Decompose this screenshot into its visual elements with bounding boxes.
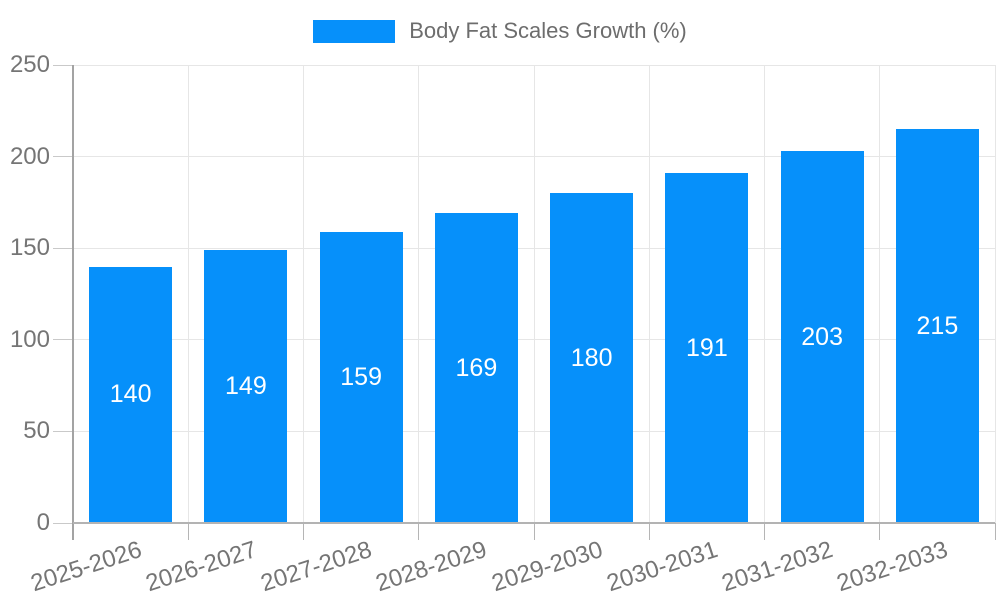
y-axis-tick — [53, 339, 73, 341]
y-axis-tick-label: 150 — [9, 234, 50, 262]
x-gridline — [994, 65, 996, 523]
x-axis-tick — [303, 523, 304, 540]
bar[interactable]: 169 — [434, 213, 518, 523]
x-gridline — [533, 65, 535, 523]
bar-value-label: 215 — [916, 311, 959, 340]
bar[interactable]: 203 — [780, 151, 864, 523]
y-axis-tick-label: 100 — [9, 325, 50, 353]
x-axis-line — [73, 522, 995, 524]
y-axis-tick-label: 50 — [23, 417, 50, 445]
bar[interactable]: 159 — [319, 231, 403, 523]
y-axis-tick — [53, 156, 73, 158]
bar-value-label: 169 — [455, 353, 498, 382]
x-axis-tick — [418, 523, 420, 540]
bar-value-label: 191 — [686, 333, 728, 362]
y-axis-tick-label: 200 — [9, 142, 50, 170]
y-axis-tick — [53, 64, 73, 66]
x-gridline — [187, 65, 189, 523]
bar[interactable]: 191 — [665, 173, 749, 523]
x-axis-tick — [994, 523, 996, 540]
bar-value-label: 140 — [109, 380, 152, 409]
bar[interactable]: 140 — [89, 266, 173, 523]
y-axis-line — [72, 65, 74, 540]
y-axis-tick — [53, 247, 73, 249]
legend-label: Body Fat Scales Growth (%) — [409, 18, 687, 43]
y-axis-tick-label: 0 — [36, 509, 50, 536]
legend[interactable]: Body Fat Scales Growth (%) — [0, 18, 1000, 44]
x-gridline — [764, 65, 765, 523]
x-axis-tick — [764, 523, 765, 540]
x-axis-tick — [648, 523, 650, 540]
x-gridline — [418, 65, 420, 523]
bar[interactable]: 180 — [550, 193, 634, 523]
x-axis-tick — [533, 523, 535, 540]
x-axis-tick — [879, 523, 881, 540]
x-gridline — [879, 65, 881, 523]
legend-swatch — [313, 19, 396, 43]
bar-value-label: 149 — [225, 372, 267, 400]
bar-value-label: 159 — [340, 362, 382, 391]
bar[interactable]: 215 — [895, 129, 979, 523]
y-axis-tick — [53, 430, 73, 432]
y-axis-tick-label: 250 — [9, 51, 50, 78]
bar-value-label: 180 — [570, 343, 613, 372]
x-axis-tick — [187, 523, 189, 540]
x-gridline — [648, 65, 650, 523]
y-axis-tick — [53, 522, 73, 524]
x-gridline — [303, 65, 304, 523]
bar-value-label: 203 — [801, 322, 843, 351]
bar[interactable]: 149 — [204, 250, 288, 523]
